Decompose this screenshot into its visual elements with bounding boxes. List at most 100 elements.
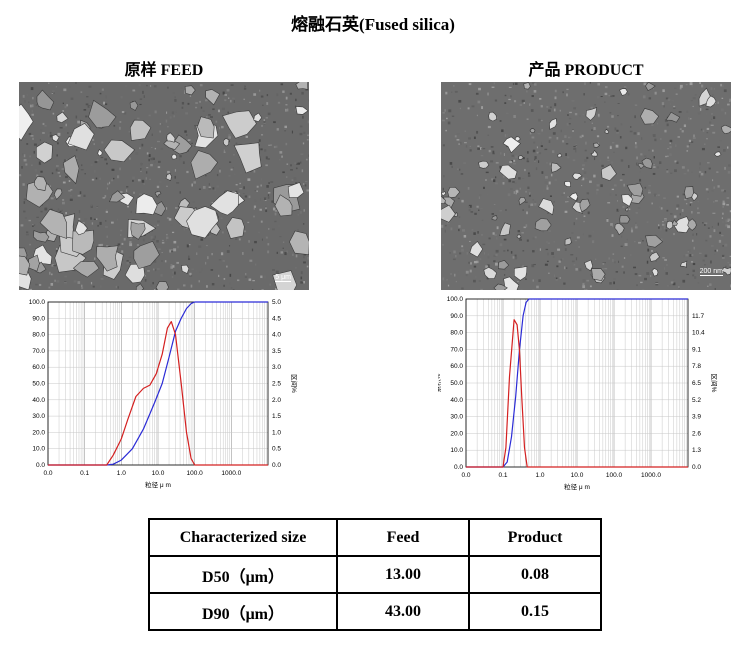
sem-speckle <box>505 209 507 211</box>
sem-speckle <box>485 179 487 181</box>
sem-speckle <box>582 279 586 283</box>
sem-speckle <box>181 101 185 105</box>
sem-speckle <box>721 108 724 112</box>
sem-speckle <box>494 99 498 102</box>
sem-speckle <box>461 287 464 290</box>
sem-speckle <box>609 112 612 114</box>
sem-speckle <box>567 156 570 159</box>
sem-speckle <box>601 164 604 168</box>
sem-speckle <box>522 157 525 160</box>
sem-particle <box>52 134 60 143</box>
sem-particle <box>53 188 63 200</box>
sem-speckle <box>260 275 263 279</box>
sem-speckle <box>512 82 514 86</box>
sem-speckle <box>692 137 696 140</box>
y-tick-label: 0.0 <box>454 464 463 471</box>
sem-particle <box>564 237 572 246</box>
sem-speckle <box>602 262 605 265</box>
sem-speckle <box>701 84 704 88</box>
sem-speckle <box>130 210 132 214</box>
feed-label: 原样 FEED <box>124 62 204 79</box>
sem-speckle <box>714 287 716 290</box>
sem-speckle <box>157 160 161 163</box>
sem-speckle <box>467 107 470 110</box>
sem-speckle <box>104 158 108 161</box>
sem-speckle <box>646 260 649 264</box>
sem-speckle <box>450 227 453 231</box>
sem-speckle <box>64 105 67 109</box>
table-row: D90（μm） 43.00 0.15 <box>148 592 602 631</box>
sem-speckle <box>223 151 226 153</box>
sem-speckle <box>727 220 729 222</box>
sem-speckle <box>150 284 153 288</box>
sem-speckle <box>711 226 713 228</box>
sem-speckle <box>464 130 466 133</box>
sem-speckle <box>23 159 27 162</box>
sem-speckle <box>692 269 695 273</box>
sem-speckle <box>214 188 217 192</box>
sem-speckle <box>307 134 309 137</box>
sem-speckle <box>507 249 509 252</box>
sem-speckle <box>521 177 525 179</box>
sem-speckle <box>140 162 143 166</box>
feed-sem-image: 5 μm <box>19 82 309 290</box>
sem-speckle <box>31 279 34 282</box>
sem-speckle <box>272 228 275 231</box>
sem-speckle <box>34 224 36 226</box>
sem-speckle <box>676 161 679 165</box>
sem-speckle <box>556 265 559 268</box>
sem-speckle <box>294 162 297 165</box>
x-tick-label: 0.0 <box>43 470 52 477</box>
sem-speckle <box>105 220 107 222</box>
sem-speckle <box>26 254 28 256</box>
cumulative-series-line <box>466 298 688 468</box>
sem-speckle <box>29 288 33 290</box>
sem-speckle <box>718 239 722 243</box>
sem-speckle <box>514 100 517 103</box>
sem-speckle <box>461 199 464 203</box>
sem-speckle <box>612 95 615 97</box>
sem-speckle <box>458 143 461 145</box>
sem-speckle <box>487 256 490 259</box>
x-tick-label: 1000.0 <box>641 472 661 479</box>
sem-speckle <box>287 269 289 271</box>
sem-speckle <box>493 203 496 206</box>
sem-speckle <box>584 159 588 162</box>
sem-speckle <box>302 183 305 185</box>
sem-speckle <box>649 254 651 256</box>
sem-speckle <box>23 210 26 213</box>
sem-speckle <box>468 206 471 208</box>
sem-speckle <box>442 112 445 114</box>
sem-speckle <box>111 168 115 171</box>
sem-speckle <box>161 251 163 254</box>
sem-speckle <box>239 182 241 185</box>
sem-speckle <box>688 117 690 120</box>
sem-speckle <box>277 224 281 228</box>
sem-speckle <box>692 97 696 100</box>
sem-speckle <box>148 154 151 158</box>
sem-speckle <box>502 175 505 178</box>
sem-speckle <box>64 281 67 283</box>
sem-particle <box>39 208 68 239</box>
sem-speckle <box>180 87 183 89</box>
sem-speckle <box>523 102 526 104</box>
sem-speckle <box>712 131 716 134</box>
sem-speckle <box>652 172 656 175</box>
sem-speckle <box>611 115 614 118</box>
sem-speckle <box>128 132 131 134</box>
sem-speckle <box>476 205 479 208</box>
y-tick-label: 60.0 <box>32 364 45 371</box>
sem-speckle <box>483 148 486 150</box>
sem-speckle <box>568 136 571 139</box>
sem-speckle <box>242 193 245 195</box>
sem-speckle <box>673 107 676 110</box>
sem-speckle <box>143 95 145 98</box>
sem-speckle <box>631 227 633 230</box>
sem-speckle <box>586 192 590 195</box>
sem-speckle <box>132 89 136 92</box>
sem-speckle <box>571 100 575 102</box>
sem-speckle <box>616 131 619 134</box>
sem-speckle <box>634 104 638 106</box>
sem-speckle <box>224 99 227 102</box>
sem-particle <box>514 265 528 281</box>
